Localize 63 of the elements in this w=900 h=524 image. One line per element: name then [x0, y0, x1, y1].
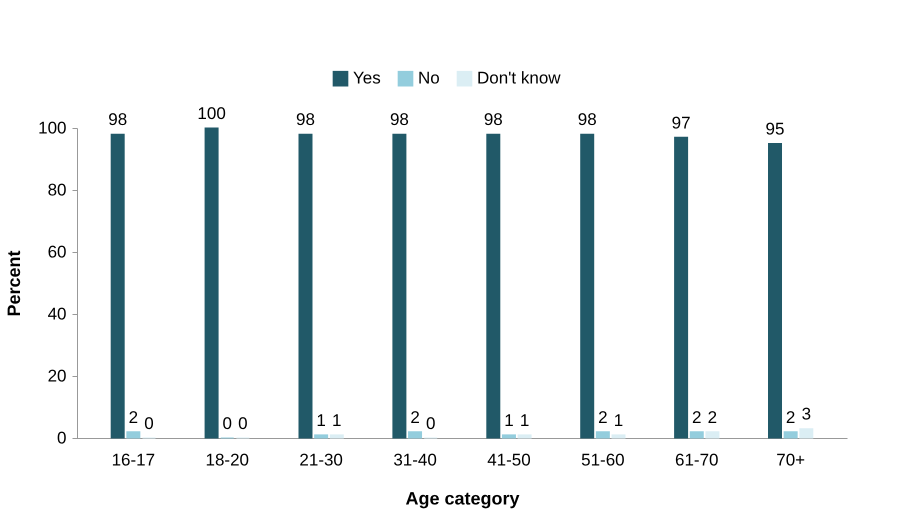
x-tick-label: 16-17 — [112, 450, 156, 470]
data-label: 0 — [222, 414, 232, 433]
data-label: 1 — [316, 410, 326, 430]
data-label: 97 — [672, 113, 691, 132]
data-label: 98 — [484, 110, 503, 130]
bar — [612, 434, 626, 438]
data-label: 98 — [390, 110, 409, 130]
x-tick-label: 41-50 — [487, 450, 531, 470]
bar — [126, 431, 140, 438]
data-label: 2 — [410, 408, 420, 427]
data-label: 1 — [504, 410, 514, 430]
bar — [110, 134, 125, 438]
data-label: 1 — [614, 410, 624, 430]
y-tick-label: 100 — [38, 118, 66, 138]
bar — [784, 431, 798, 438]
data-label: 2 — [708, 408, 718, 427]
bar — [799, 428, 814, 438]
legend-label: Don't know — [477, 68, 562, 88]
data-label: 0 — [238, 414, 248, 433]
bar — [298, 134, 312, 438]
y-tick-label: 60 — [48, 242, 66, 262]
bar — [705, 431, 720, 438]
bar — [392, 134, 406, 438]
bar — [502, 434, 516, 438]
bar — [596, 431, 610, 438]
x-tick-label: 31-40 — [393, 450, 437, 470]
bar — [674, 136, 688, 438]
x-tick-label: 61-70 — [675, 450, 718, 470]
data-label: 2 — [598, 408, 608, 427]
bar — [690, 431, 704, 438]
data-label: 2 — [128, 408, 138, 427]
data-label: 2 — [786, 408, 796, 427]
data-label: 98 — [578, 110, 597, 130]
data-label: 0 — [426, 414, 436, 433]
data-label: 1 — [520, 410, 530, 430]
y-tick-label: 40 — [48, 304, 66, 324]
bar — [580, 134, 594, 438]
bar — [314, 434, 328, 438]
y-tick-label: 80 — [48, 180, 66, 200]
y-axis-title: Percent — [4, 250, 24, 317]
legend-label: Yes — [353, 68, 381, 88]
y-tick-label: 20 — [48, 366, 66, 386]
bar — [408, 431, 422, 438]
data-label: 2 — [692, 408, 702, 427]
x-tick-label: 21-30 — [299, 450, 343, 470]
data-label: 0 — [144, 414, 154, 433]
data-label: 98 — [108, 110, 128, 130]
legend-label: No — [418, 68, 440, 88]
data-label: 1 — [332, 410, 342, 430]
data-label: 95 — [766, 120, 784, 138]
bar — [486, 134, 500, 438]
data-label: 3 — [802, 404, 812, 424]
x-tick-label: 51-60 — [581, 450, 625, 470]
x-axis-title: Age category — [405, 488, 520, 508]
data-label: 100 — [197, 104, 226, 123]
bar — [518, 434, 532, 438]
bar — [330, 434, 344, 438]
bar — [768, 143, 782, 438]
bar — [204, 128, 219, 438]
x-tick-label: 18-20 — [206, 450, 249, 470]
data-label: 98 — [296, 110, 315, 130]
x-tick-label: 70+ — [776, 450, 806, 470]
y-tick-label: 0 — [57, 428, 66, 448]
